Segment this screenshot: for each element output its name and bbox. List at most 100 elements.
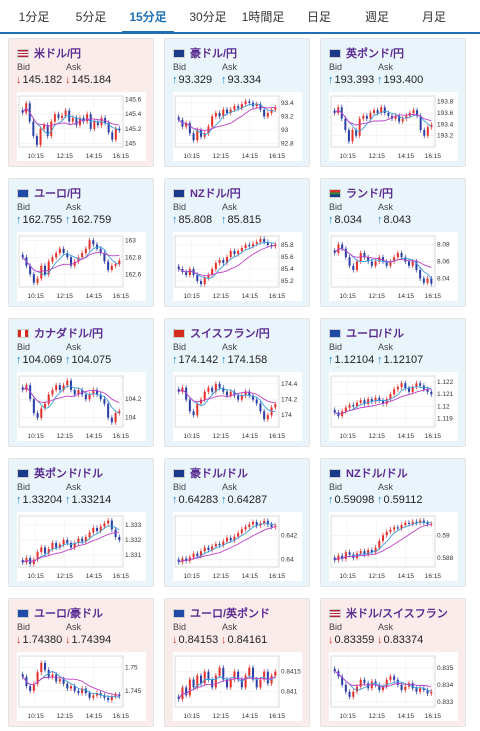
gb-jp-flag xyxy=(329,49,341,58)
candle xyxy=(266,671,269,684)
candle xyxy=(222,109,225,117)
candle xyxy=(43,125,46,129)
nz-us-flag xyxy=(329,469,341,478)
rate-card[interactable]: ユーロ/円 Bid Ask ↑162.755 ↑162.759 163 162.8 162.6… xyxy=(8,178,154,307)
candle xyxy=(188,557,191,561)
rate-card[interactable]: ユーロ/豪ドル Bid Ask ↓1.74380 ↓1.74394 1.75 1.745 10… xyxy=(8,598,154,727)
rate-card[interactable]: 米ドル/スイスフラン Bid Ask ↓0.83359 ↓0.83374 0.835 0.8… xyxy=(320,598,466,727)
rate-card[interactable]: 豪ドル/ドル Bid Ask ↑0.64283 ↑0.64287 0.642 0.64 10:… xyxy=(164,458,310,587)
candle xyxy=(199,551,203,557)
arrow-up-icon: ↑ xyxy=(16,214,22,226)
candle xyxy=(39,128,42,145)
rate-card[interactable]: カナダドル/円 Bid Ask ↑104.069 ↑104.075 104.2 104 10:… xyxy=(8,318,154,447)
candle xyxy=(255,104,258,107)
candle xyxy=(58,385,61,390)
candle xyxy=(32,559,35,564)
pair-name: ユーロ/円 xyxy=(34,188,82,200)
rate-card[interactable]: 豪ドル/円 Bid Ask ↑93.329 ↑93.334 93.4 93.2 93 92.8 1… xyxy=(164,38,310,167)
tab-7[interactable]: 週足 xyxy=(364,10,389,24)
x-tick-label: 14:15 xyxy=(86,153,103,160)
rate-card[interactable]: 米ドル/円 Bid Ask ↓145.182 ↓145.184 145.6 145.4 145… xyxy=(8,38,154,167)
candle xyxy=(398,115,401,122)
tab-5[interactable]: 1時間足 xyxy=(241,10,285,24)
tab-8[interactable]: 月足 xyxy=(421,10,446,24)
ma-long-line xyxy=(334,670,432,688)
pair-title: 米ドル/円 xyxy=(17,45,81,60)
candle xyxy=(430,278,433,284)
rate-card[interactable]: ユーロ/ドル Bid Ask ↑1.12104 ↑1.12107 1.122 1.121 1.… xyxy=(320,318,466,447)
candle xyxy=(69,380,73,390)
candle xyxy=(192,553,195,558)
arrow-up-icon: ↑ xyxy=(172,354,178,366)
ask-label: Ask xyxy=(66,202,82,212)
y-tick-label: 8.06 xyxy=(437,259,450,266)
ask-value: ↑8.043 xyxy=(377,214,411,226)
tab-1[interactable]: 1分足 xyxy=(18,10,50,24)
x-tick-label: 10:15 xyxy=(339,153,356,160)
rate-card[interactable]: NZドル/円 Bid Ask ↑85.808 ↑85.815 85.8 85.6 85.4 85… xyxy=(164,178,310,307)
candle xyxy=(211,546,214,550)
candle xyxy=(35,136,38,145)
candle xyxy=(426,389,429,392)
eu-jp-flag xyxy=(17,189,29,198)
candle xyxy=(51,674,54,677)
arrow-down-icon: ↓ xyxy=(16,634,22,646)
candle xyxy=(207,671,210,680)
arrow-up-icon: ↑ xyxy=(16,494,22,506)
ask-value: ↑0.59112 xyxy=(377,494,422,506)
pair-title: 英ポンド/円 xyxy=(329,45,405,60)
bid-label: Bid xyxy=(17,342,31,352)
rate-card[interactable]: ユーロ/英ポンド Bid Ask ↓0.84153 ↓0.84161 0.8415 0.84… xyxy=(164,598,310,727)
candle xyxy=(93,121,96,129)
ma-short-line xyxy=(334,670,432,692)
candle xyxy=(58,248,61,253)
tab-2[interactable]: 5分足 xyxy=(75,10,107,24)
pair-name: 英ポンド/円 xyxy=(346,48,405,60)
candle xyxy=(103,253,106,262)
candle xyxy=(352,405,355,407)
candle xyxy=(344,552,347,560)
candle xyxy=(214,675,217,688)
candle xyxy=(426,690,429,694)
candle xyxy=(66,683,69,689)
pair-title: 豪ドル/円 xyxy=(173,45,237,60)
candle xyxy=(61,115,64,118)
y-tick-label: 85.4 xyxy=(281,266,294,273)
x-tick-label: 14:15 xyxy=(242,153,259,160)
rate-card[interactable]: NZドル/ドル Bid Ask ↑0.59098 ↑0.59112 0.59 0.588 10… xyxy=(320,458,466,587)
tab-3[interactable]: 15分足 xyxy=(118,0,178,34)
arrow-up-icon: ↑ xyxy=(16,354,22,366)
arrow-up-icon: ↑ xyxy=(221,74,227,86)
candle xyxy=(237,251,240,254)
candle xyxy=(355,130,358,136)
x-tick-label: 10:15 xyxy=(183,433,200,440)
arrow-up-icon: ↑ xyxy=(172,74,178,86)
ask-label: Ask xyxy=(66,342,82,352)
candle xyxy=(400,684,403,690)
rate-card[interactable]: ランド/円 Bid Ask ↑8.034 ↑8.043 8.08 8.06 8.04 10:15… xyxy=(320,178,466,307)
tab-4[interactable]: 30分足 xyxy=(189,10,227,24)
candle xyxy=(385,531,388,536)
candle xyxy=(66,253,69,258)
ask-label: Ask xyxy=(378,622,394,632)
candle xyxy=(263,671,266,680)
candle xyxy=(73,543,76,548)
tab-6[interactable]: 日足 xyxy=(306,10,331,24)
candle xyxy=(422,520,425,523)
candle xyxy=(255,399,258,404)
candle xyxy=(64,110,67,116)
y-tick-label: 1.12 xyxy=(437,403,450,410)
rate-card[interactable]: 英ポンド/ドル Bid Ask ↑1.33204 ↑1.33214 1.333 1.332 1… xyxy=(8,458,154,587)
candle xyxy=(274,404,277,408)
pair-name: ユーロ/豪ドル xyxy=(34,608,104,620)
x-tick-label: 16:15 xyxy=(425,433,442,440)
candle xyxy=(51,257,54,262)
candle xyxy=(211,679,214,688)
rate-card[interactable]: 英ポンド/円 Bid Ask ↑193.393 ↑193.400 193.8 193.6 19… xyxy=(320,38,466,167)
rate-card[interactable]: スイスフラン/円 Bid Ask ↑174.142 ↑174.158 174.4 174.2… xyxy=(164,318,310,447)
candle xyxy=(423,130,426,136)
bid-label: Bid xyxy=(17,622,31,632)
candle xyxy=(114,694,117,697)
candle xyxy=(107,122,110,133)
candle xyxy=(270,524,273,527)
